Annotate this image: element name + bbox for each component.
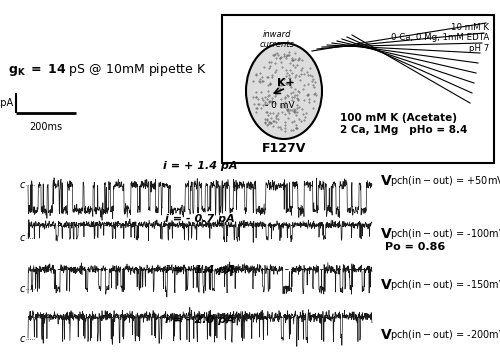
Text: Po = 0.86: Po = 0.86 <box>385 242 446 252</box>
Text: i = - 1.4 pA: i = - 1.4 pA <box>165 265 235 275</box>
Text: F127V: F127V <box>262 142 306 155</box>
Text: $\mathrm{pch(in-out)}$ = -200mV: $\mathrm{pch(in-out)}$ = -200mV <box>390 328 500 342</box>
Ellipse shape <box>246 43 322 139</box>
Text: $\mathrm{pch(in-out)}$ = +50mV: $\mathrm{pch(in-out)}$ = +50mV <box>390 174 500 188</box>
Text: $\mathbf{V}$: $\mathbf{V}$ <box>380 278 392 292</box>
Text: c: c <box>20 180 25 190</box>
Text: - 0 mV: - 0 mV <box>265 100 295 109</box>
Text: $\mathbf{V}$: $\mathbf{V}$ <box>380 227 392 241</box>
Text: $\mathrm{pch(in-out)}$ = -100mV: $\mathrm{pch(in-out)}$ = -100mV <box>390 227 500 241</box>
Text: $\mathrm{pch(in-out)}$ = -150mV: $\mathrm{pch(in-out)}$ = -150mV <box>390 278 500 292</box>
Text: inward
currents: inward currents <box>260 30 294 49</box>
Text: 2pA: 2pA <box>0 98 13 108</box>
Text: i = + 1.4 pA: i = + 1.4 pA <box>163 161 238 171</box>
Text: $\mathbf{g_K}$ $\mathbf{=}$ $\mathbf{14}$ pS @ 10mM pipette K: $\mathbf{g_K}$ $\mathbf{=}$ $\mathbf{14}… <box>8 61 207 78</box>
Text: K+: K+ <box>277 78 295 88</box>
Text: 10 mM K
0 Ca, 0 Mg, 1mM EDTA
pH 7: 10 mM K 0 Ca, 0 Mg, 1mM EDTA pH 7 <box>391 23 489 53</box>
Text: 100 mM K (Acetate)
2 Ca, 1Mg   pHo = 8.4: 100 mM K (Acetate) 2 Ca, 1Mg pHo = 8.4 <box>340 113 468 135</box>
Text: $\mathbf{V}$: $\mathbf{V}$ <box>380 174 392 188</box>
Text: $\mathbf{V}$: $\mathbf{V}$ <box>380 328 392 342</box>
Text: c: c <box>20 233 25 243</box>
Text: 200ms: 200ms <box>30 122 62 132</box>
Text: i = - 0.7 pA: i = - 0.7 pA <box>165 214 235 224</box>
Text: c: c <box>20 334 25 344</box>
Text: c: c <box>20 284 25 294</box>
Text: i = - 2.0 pA: i = - 2.0 pA <box>165 315 235 325</box>
Bar <box>222 15 494 163</box>
